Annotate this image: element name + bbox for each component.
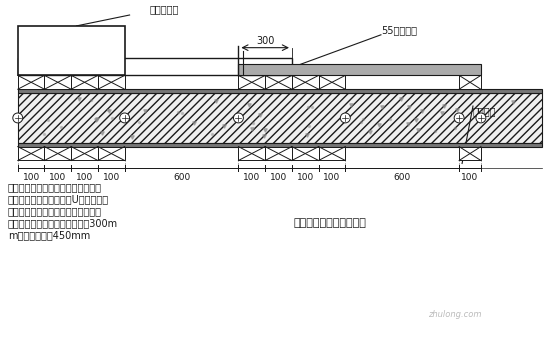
Text: 100: 100 [102,173,120,182]
Circle shape [13,113,23,123]
Bar [18,26,125,75]
Text: 止水螺杆: 止水螺杆 [473,106,497,116]
Circle shape [340,113,350,123]
Text: 100: 100 [49,173,67,182]
Bar [239,64,481,75]
Bar [292,147,319,160]
Text: 接固定，墙面支撑体系按照常规做法: 接固定，墙面支撑体系按照常规做法 [8,206,102,216]
Bar [71,147,98,160]
Text: 100: 100 [297,173,314,182]
Circle shape [454,113,464,123]
Text: 100: 100 [270,173,287,182]
Bar [292,75,319,89]
Text: m，其余间距为450mm: m，其余间距为450mm [8,230,90,240]
Text: 300: 300 [256,36,274,46]
Bar [18,143,542,147]
Circle shape [120,113,129,123]
Text: 600: 600 [394,173,411,182]
Bar [459,147,481,160]
Text: 100: 100 [243,173,260,182]
Bar [98,147,125,160]
Bar [98,75,125,89]
Bar [265,75,292,89]
Text: 柱两侧第一排止水螺杆竖向间距300m: 柱两侧第一排止水螺杆竖向间距300m [8,218,118,228]
Text: 大模板与小钢模连接构造: 大模板与小钢模连接构造 [293,218,366,228]
Text: 100: 100 [461,173,479,182]
Text: 成与小钢模孔径对应，用U型卡满布连: 成与小钢模孔径对应，用U型卡满布连 [8,194,109,204]
Text: 100: 100 [323,173,340,182]
Circle shape [234,113,244,123]
Text: 100: 100 [22,173,40,182]
Bar [71,75,98,89]
Bar [18,57,292,75]
Bar [459,75,481,89]
Text: 600: 600 [173,173,190,182]
Bar [319,147,346,160]
Bar [265,147,292,160]
Bar [18,147,44,160]
Text: 注：大模板与小钢模连接处，定型作: 注：大模板与小钢模连接处，定型作 [8,182,102,192]
Bar [44,147,71,160]
Bar [44,75,71,89]
Text: 定型钢模板: 定型钢模板 [150,4,179,14]
Text: zhulong.com: zhulong.com [428,310,482,319]
Bar [18,75,44,89]
Bar [239,147,265,160]
Text: 55型钢模板: 55型钢模板 [381,25,417,35]
Text: 100: 100 [76,173,93,182]
Bar [18,89,542,93]
Circle shape [476,113,486,123]
Bar [239,75,265,89]
Bar [319,75,346,89]
Bar [18,93,542,143]
